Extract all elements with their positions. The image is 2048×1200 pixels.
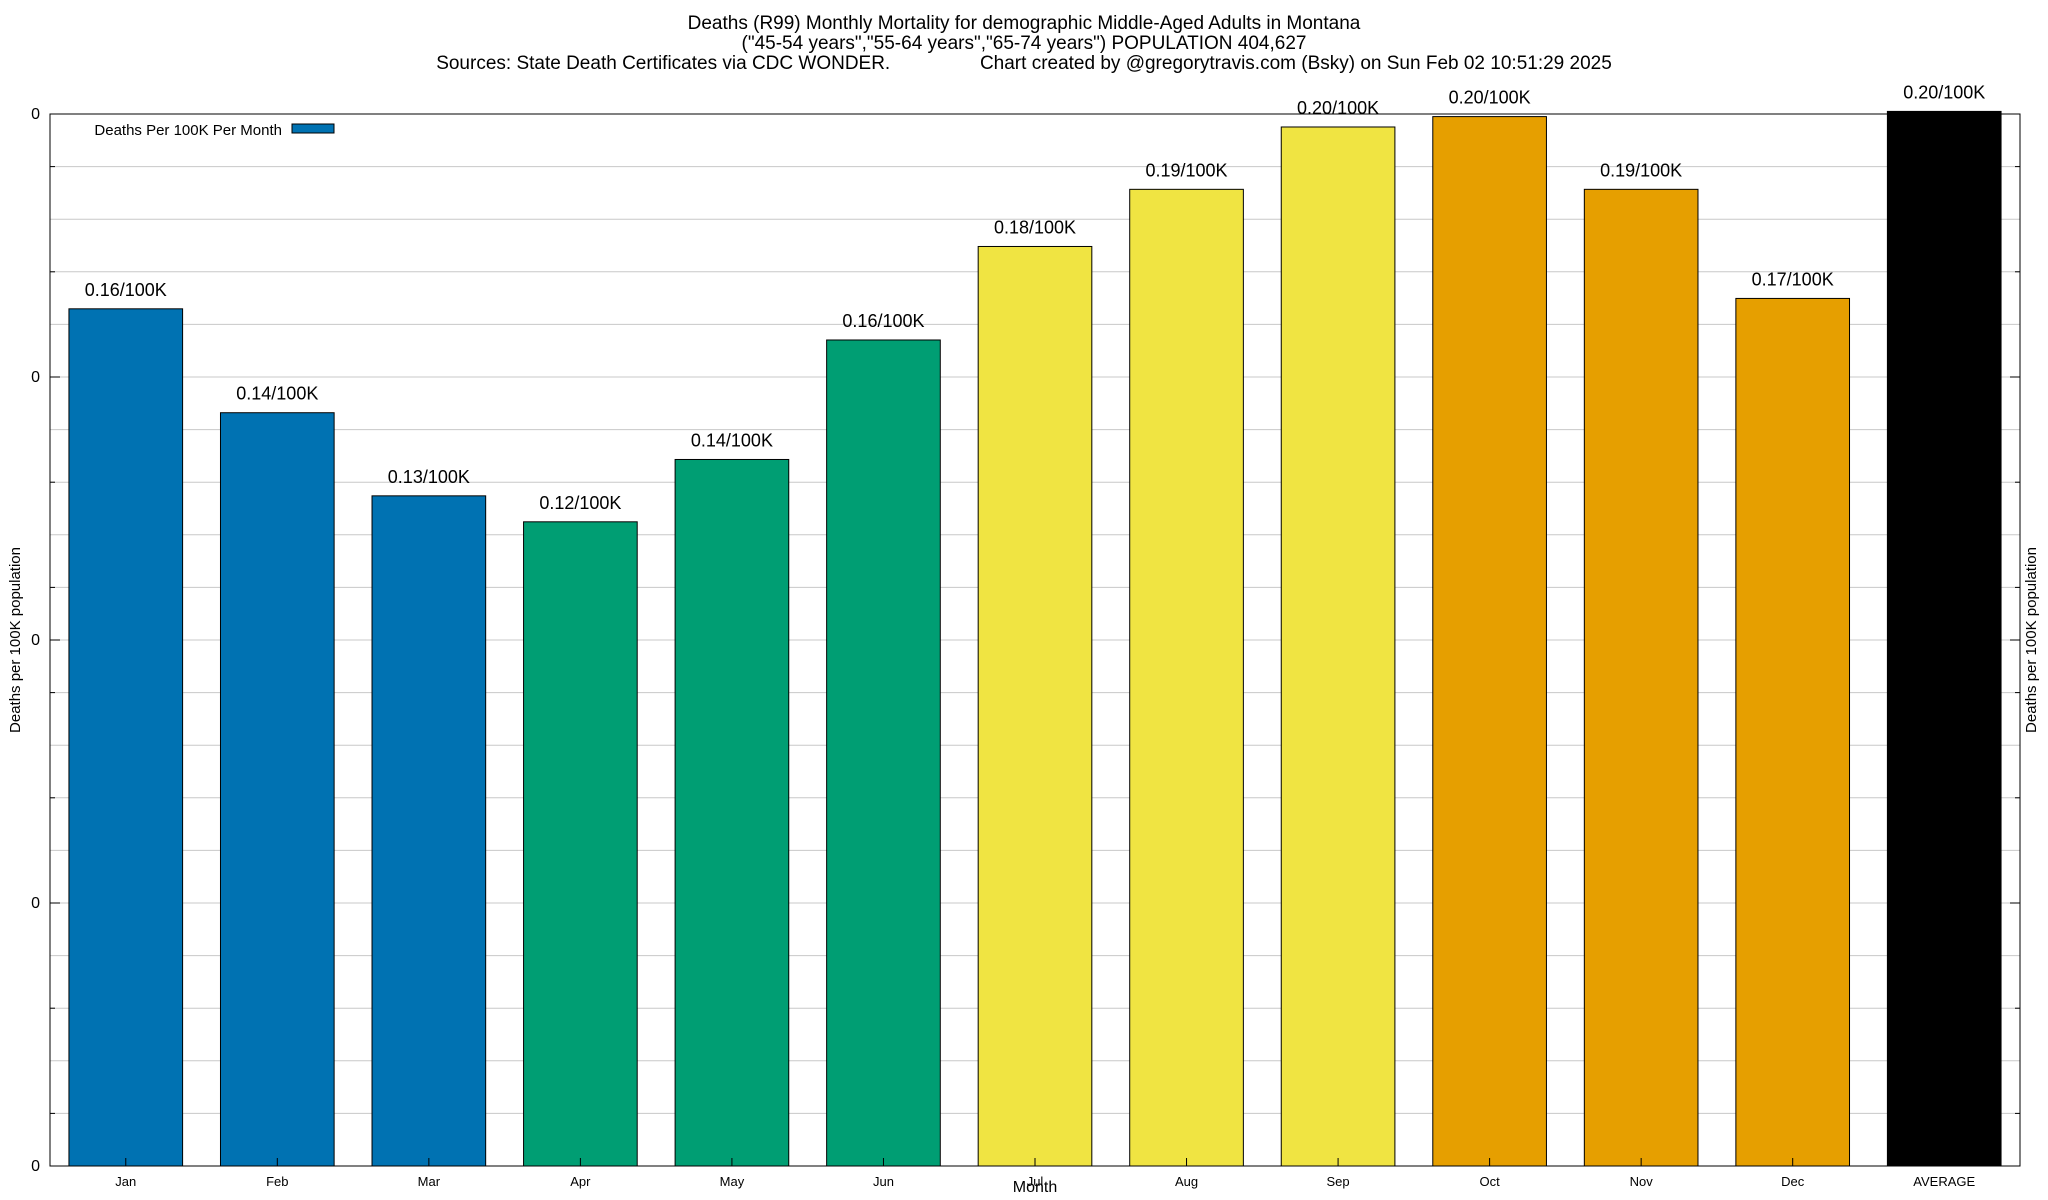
x-tick-label: Apr bbox=[570, 1174, 591, 1189]
y-tick-label: 0 bbox=[31, 369, 40, 386]
x-tick-label: Jan bbox=[115, 1174, 136, 1189]
bar-mar bbox=[371, 495, 487, 1167]
bar-may bbox=[674, 458, 790, 1167]
x-tick-label: Mar bbox=[418, 1174, 441, 1189]
bar-data-label: 0.12/100K bbox=[539, 493, 621, 513]
bar-data-label: 0.19/100K bbox=[1600, 160, 1682, 180]
bar-nov bbox=[1583, 188, 1699, 1167]
bar-jul bbox=[977, 245, 1093, 1167]
x-axis-label: Month bbox=[1013, 1179, 1057, 1196]
x-tick-label: May bbox=[720, 1174, 745, 1189]
bar-jun bbox=[826, 339, 941, 1167]
x-tick-label: Feb bbox=[266, 1174, 288, 1189]
bar-data-label: 0.20/100K bbox=[1297, 98, 1379, 118]
bar-dec bbox=[1735, 297, 1851, 1167]
y-tick-label: 0 bbox=[31, 1158, 40, 1175]
bar-jan bbox=[68, 308, 184, 1167]
chart-source-line: Sources: State Death Certificates via CD… bbox=[436, 53, 1612, 74]
bar-sep bbox=[1280, 126, 1396, 1167]
bar-data-label: 0.14/100K bbox=[236, 384, 318, 404]
x-tick-label: Jun bbox=[873, 1174, 894, 1189]
bar-data-label: 0.20/100K bbox=[1449, 88, 1531, 108]
bar-data-label: 0.19/100K bbox=[1145, 160, 1227, 180]
bar-apr bbox=[523, 521, 638, 1167]
x-tick-label: Dec bbox=[1781, 1174, 1805, 1189]
bar-data-label: 0.16/100K bbox=[85, 280, 167, 300]
bar-data-label: 0.14/100K bbox=[691, 430, 773, 450]
bar-oct bbox=[1432, 116, 1547, 1167]
x-tick-label: AVERAGE bbox=[1913, 1174, 1975, 1189]
chart-title-block: Deaths (R99) Monthly Mortality for demog… bbox=[0, 14, 2048, 74]
bar-feb bbox=[219, 412, 335, 1167]
legend-label: Deaths Per 100K Per Month bbox=[94, 122, 282, 139]
y-tick-label: 0 bbox=[31, 632, 40, 649]
y-tick-label: 0 bbox=[31, 106, 40, 123]
chart-subtitle: ("45-54 years","55-64 years","65-74 year… bbox=[741, 33, 1307, 54]
bar-data-label: 0.16/100K bbox=[842, 311, 924, 331]
bar-data-label: 0.17/100K bbox=[1752, 269, 1834, 289]
plot-frame bbox=[49, 113, 2021, 1167]
y-axis-label: Deaths per 100K population bbox=[7, 547, 24, 733]
y-tick-label: 0 bbox=[31, 895, 40, 912]
y2-axis-label: Deaths per 100K population bbox=[2023, 547, 2040, 733]
bar-average bbox=[1886, 110, 2002, 1167]
legend-swatch bbox=[291, 123, 335, 134]
bar-data-label: 0.13/100K bbox=[388, 467, 470, 487]
x-tick-label: Oct bbox=[1479, 1174, 1500, 1189]
x-tick-label: Jul bbox=[1027, 1174, 1044, 1189]
x-tick-label: Nov bbox=[1630, 1174, 1654, 1189]
bar-data-label: 0.20/100K bbox=[1903, 82, 1985, 102]
x-tick-label: Aug bbox=[1175, 1174, 1198, 1189]
bar-data-label: 0.18/100K bbox=[994, 217, 1076, 237]
x-tick-label: Sep bbox=[1327, 1174, 1350, 1189]
bar-aug bbox=[1129, 188, 1244, 1167]
chart-title: Deaths (R99) Monthly Mortality for demog… bbox=[687, 13, 1361, 34]
